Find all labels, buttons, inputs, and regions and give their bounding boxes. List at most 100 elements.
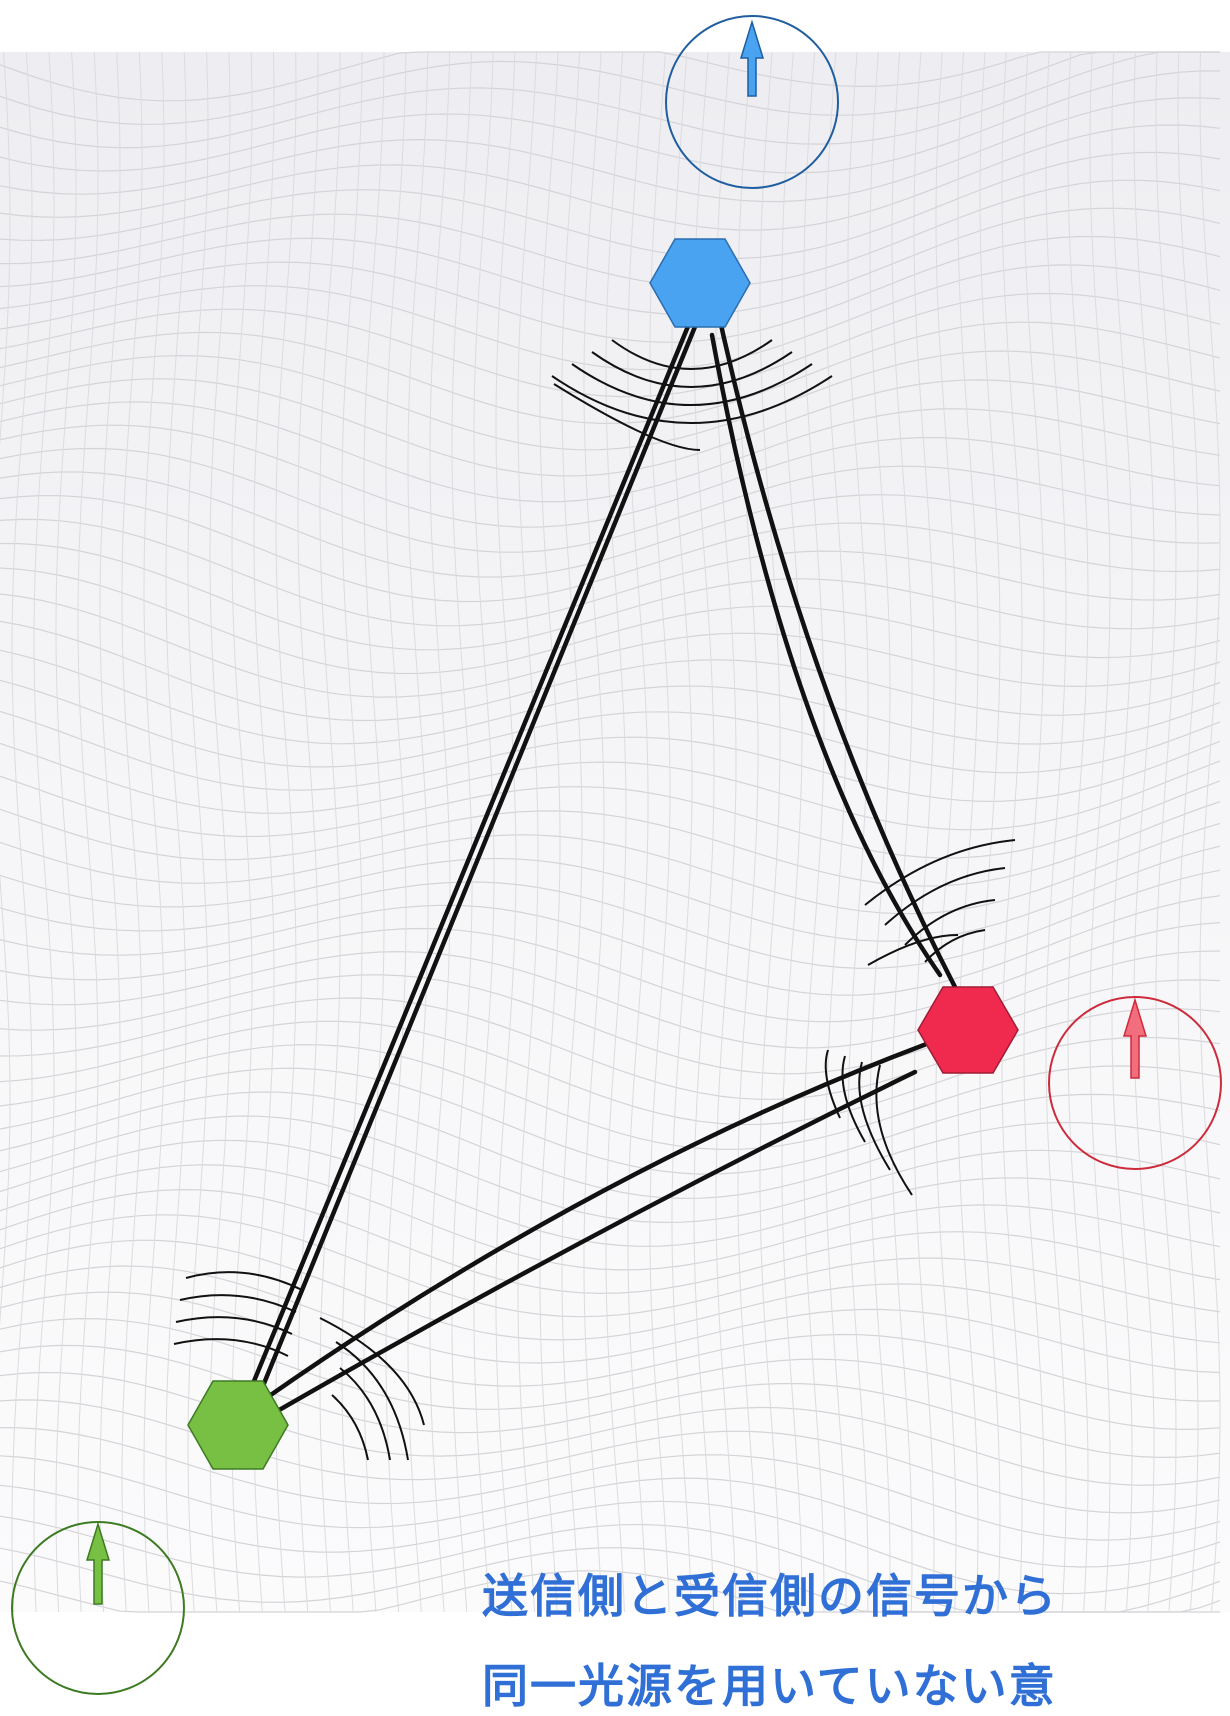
mesh-line (0, 51, 1220, 102)
mesh-line (473, 51, 495, 1613)
mesh-line (0, 649, 1221, 745)
mesh-line (319, 52, 341, 1613)
mesh-line (363, 51, 385, 1613)
mesh-line (11, 51, 33, 1613)
mesh-line (0, 378, 1221, 477)
node-green (187, 1380, 289, 1470)
caption-line-1: 送信側と受信側の信号から (482, 1569, 1058, 1623)
mesh-line (165, 51, 187, 1613)
mesh-line (121, 51, 143, 1613)
mesh-line (143, 51, 165, 1613)
mesh-line (935, 51, 957, 1613)
arrow-up-icon (739, 19, 765, 97)
mesh-line (759, 51, 781, 1613)
link-blue-green-b (242, 282, 715, 1433)
mesh-line (341, 51, 363, 1613)
mesh-line (0, 494, 1221, 603)
mesh-line (1155, 51, 1177, 1613)
mesh-line (517, 51, 539, 1613)
mesh-line (1199, 51, 1221, 1613)
mesh-line (913, 51, 935, 1613)
mesh-line (825, 51, 847, 1613)
mesh-line (1111, 51, 1133, 1613)
mesh-line (0, 742, 1221, 831)
mesh-line (0, 471, 1221, 578)
mesh-line (0, 1164, 1221, 1271)
mesh-line (0, 51, 1220, 125)
mesh-line (1001, 51, 1023, 1613)
mesh-line (539, 51, 561, 1613)
link-blue-red-a (710, 285, 978, 1028)
phase-indicator-red (1048, 996, 1222, 1170)
mesh-line (0, 179, 1221, 288)
mesh-line (0, 950, 1221, 1049)
mesh-line (0, 822, 1221, 915)
link-blue-green-a (235, 282, 708, 1423)
background-mesh (0, 51, 1230, 1613)
mesh-line (187, 51, 209, 1613)
mesh-line (0, 1239, 1221, 1344)
mesh-line (979, 51, 1001, 1613)
mesh-line (0, 207, 1221, 316)
mesh-line (55, 51, 77, 1613)
node-blue (649, 238, 751, 328)
mesh-line (583, 51, 605, 1613)
mesh-line (649, 51, 671, 1613)
mesh-line (451, 51, 473, 1613)
wave-arcs-green (173, 1271, 425, 1461)
mesh-line (0, 1188, 1221, 1295)
mesh-line (0, 350, 1221, 451)
mesh-line (0, 518, 1221, 627)
mesh-line (627, 51, 649, 1613)
mesh-line (209, 51, 231, 1613)
arrow-up-icon (85, 1521, 111, 1605)
node-red (917, 986, 1019, 1074)
mesh-line (0, 124, 1221, 231)
mesh-line (0, 1455, 1221, 1568)
mesh-line (0, 1570, 1220, 1613)
mesh-line (495, 51, 517, 1613)
phase-indicator-green (11, 1521, 185, 1695)
mesh-line (0, 1317, 1221, 1431)
mesh-line (737, 51, 759, 1613)
hexagon-icon (649, 238, 751, 328)
mesh-line (561, 51, 583, 1613)
mesh-line (0, 1020, 1221, 1126)
mesh-line (0, 593, 1221, 698)
mesh-line (0, 895, 1221, 996)
phase-indicator-blue (665, 15, 839, 189)
mesh-line (1023, 51, 1045, 1613)
mesh-line (0, 1214, 1221, 1318)
mesh-line (0, 1091, 1221, 1200)
mesh-line (1133, 51, 1155, 1613)
mesh-line (869, 51, 891, 1613)
mesh-line (0, 542, 1221, 651)
mesh-line (0, 97, 1221, 203)
mesh-line (0, 1115, 1221, 1224)
mesh-line (77, 51, 99, 1613)
mesh-line (0, 1344, 1221, 1459)
mesh-line (0, 70, 1221, 174)
mesh-line (297, 51, 319, 1613)
mesh-line (891, 51, 913, 1613)
mesh-line (33, 51, 55, 1613)
mesh-line (0, 264, 1221, 371)
wave-arcs-red (824, 839, 1016, 1196)
mesh-line (1089, 51, 1111, 1613)
mesh-line (0, 997, 1221, 1100)
mesh-line (0, 51, 11, 1327)
wave-arcs-blue (551, 339, 833, 451)
mesh-line (847, 51, 869, 1613)
mesh-line (407, 51, 429, 1613)
mesh-line (803, 51, 825, 1612)
mesh-line (605, 51, 627, 1613)
mesh-line (429, 51, 451, 1613)
mesh-line (0, 845, 1221, 942)
mesh-line (0, 1067, 1221, 1175)
mesh-line (0, 51, 1220, 149)
mesh-line (231, 51, 253, 1613)
mesh-line (0, 567, 1221, 675)
mesh-line (1177, 51, 1199, 1613)
mesh-line (0, 775, 1221, 859)
